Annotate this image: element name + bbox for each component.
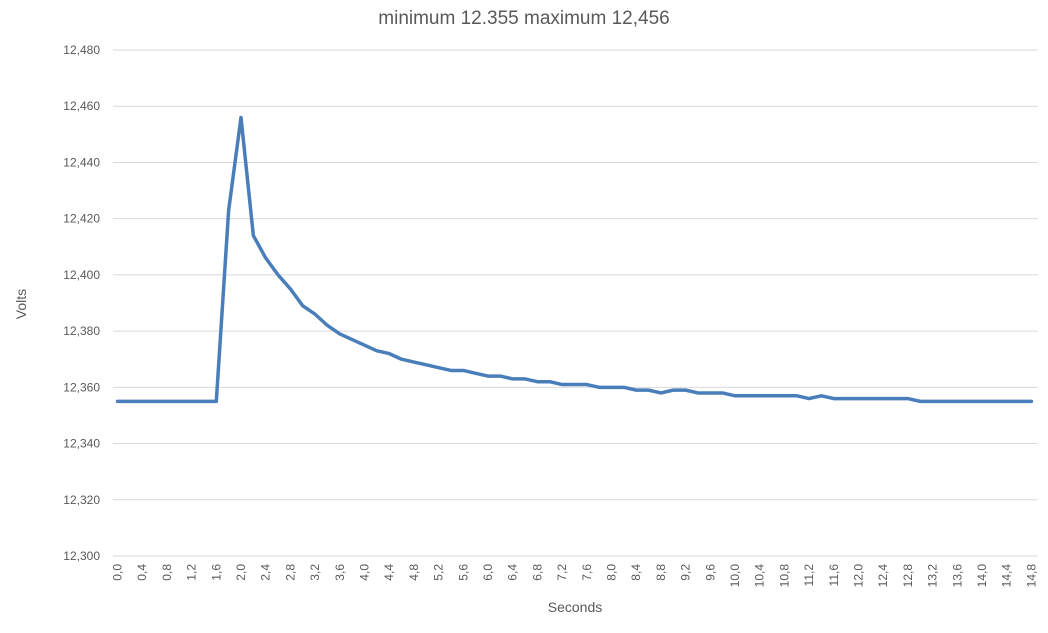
x-tick-label: 10,8 (777, 564, 791, 588)
y-tick-label: 12,300 (63, 549, 100, 563)
x-tick-label: 4,0 (358, 564, 372, 581)
y-tick-label: 12,400 (63, 268, 100, 282)
x-tick-label: 10,0 (728, 564, 742, 588)
x-tick-label: 12,8 (901, 564, 915, 588)
x-tick-label: 12,4 (876, 564, 890, 588)
x-tick-label: 6,8 (530, 564, 544, 581)
x-axis-ticks: 0,0 0,4 0,8 1,2 1,6 2,0 2,4 2,8 3,2 3,6 4,0 4,4 4,8 5… (111, 564, 1039, 588)
gridlines (113, 49, 1038, 557)
y-tick-label: 12,360 (63, 380, 100, 394)
x-tick-label: 4,8 (407, 564, 421, 581)
x-tick-label: 2,8 (283, 564, 297, 581)
x-tick-label: 0,8 (160, 564, 174, 581)
x-tick-label: 0,0 (111, 564, 125, 581)
y-tick-label: 12,420 (63, 212, 100, 226)
y-axis-label: Volts (13, 289, 29, 319)
x-tick-label: 4,4 (382, 564, 396, 581)
x-tick-label: 9,2 (679, 564, 693, 581)
x-tick-label: 14,0 (975, 564, 989, 588)
x-tick-label: 8,8 (654, 564, 668, 581)
x-tick-label: 11,6 (827, 564, 841, 587)
series-line (115, 115, 1034, 404)
x-tick-label: 9,6 (703, 564, 717, 581)
x-tick-label: 2,0 (234, 564, 248, 581)
x-tick-label: 14,4 (1000, 564, 1014, 588)
x-tick-label: 8,4 (629, 564, 643, 581)
y-tick-label: 12,480 (63, 43, 100, 57)
x-tick-label: 13,6 (950, 564, 964, 588)
x-axis-label: Seconds (548, 599, 602, 615)
y-tick-label: 12,460 (63, 99, 100, 113)
y-tick-label: 12,340 (63, 437, 100, 451)
x-tick-label: 12,0 (852, 564, 866, 588)
y-tick-label: 12,440 (63, 155, 100, 169)
x-tick-label: 10,4 (753, 564, 767, 588)
y-tick-label: 12,380 (63, 324, 100, 338)
x-tick-label: 3,2 (308, 564, 322, 581)
x-tick-label: 14,8 (1024, 564, 1038, 588)
chart-title: minimum 12.355 maximum 12,456 (378, 8, 670, 29)
x-tick-label: 6,4 (506, 564, 520, 581)
series-layer (115, 115, 1034, 404)
x-tick-label: 0,4 (135, 564, 149, 581)
x-tick-label: 1,6 (209, 564, 223, 581)
x-tick-label: 6,0 (481, 564, 495, 581)
x-tick-label: 7,2 (555, 564, 569, 581)
x-tick-label: 5,2 (432, 564, 446, 581)
x-tick-label: 11,2 (802, 564, 816, 587)
x-tick-label: 1,2 (185, 564, 199, 581)
x-tick-label: 3,6 (333, 564, 347, 581)
x-tick-label: 13,2 (926, 564, 940, 588)
x-tick-label: 2,4 (259, 564, 273, 581)
y-axis-ticks: 12,300 12,320 12,340 12,360 12,380 12,400 12,4… (63, 43, 100, 563)
x-tick-label: 7,6 (580, 564, 594, 581)
y-tick-label: 12,320 (63, 493, 100, 507)
x-tick-label: 5,6 (456, 564, 470, 581)
x-tick-label: 8,0 (605, 564, 619, 581)
